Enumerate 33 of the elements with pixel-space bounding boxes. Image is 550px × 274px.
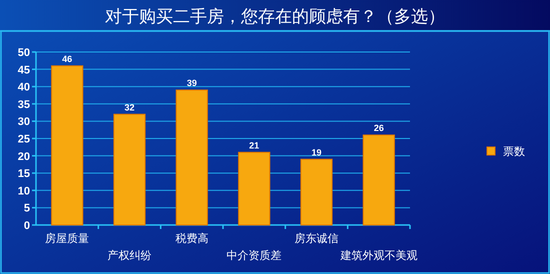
plot: 0 5 10 15 20 25 30 35 40 45 50 房屋质量 产权纠纷 税费高 中介资质差 房东诚信 建筑外观不美观 46 32 39 21 19 26 [18, 47, 418, 262]
y-tick-label: 35 [18, 98, 30, 111]
x-tick-label: 中介资质差 [226, 249, 282, 262]
y-tick-label: 5 [24, 202, 30, 215]
y-tick-label: 10 [18, 185, 30, 198]
data-label: 46 [62, 54, 72, 64]
legend: 票数 [486, 146, 525, 158]
data-label: 32 [124, 102, 135, 112]
y-tick-label: 50 [18, 47, 30, 59]
x-tick-label: 产权纠纷 [108, 249, 152, 262]
data-label: 39 [186, 78, 197, 88]
bar [238, 152, 270, 226]
bar [113, 114, 146, 226]
chart-title: 对于购买二手房，您存在的顾虑有？（多选） [105, 7, 445, 26]
legend-label: 票数 [503, 146, 525, 158]
data-label: 19 [311, 147, 322, 158]
x-tick-label: 房屋质量 [45, 232, 90, 245]
data-label: 21 [249, 140, 260, 150]
y-tick-label: 25 [18, 134, 30, 146]
x-tick-label: 建筑外观不美观 [339, 249, 418, 262]
bar [51, 65, 84, 226]
y-tick-label: 45 [18, 64, 30, 76]
bar [300, 158, 333, 226]
y-tick-label: 15 [18, 168, 30, 180]
y-tick-label: 40 [18, 82, 30, 94]
x-tick-label: 房东诚信 [294, 232, 338, 245]
x-tick-label: 税费高 [175, 232, 208, 245]
y-tick-label: 20 [18, 150, 30, 163]
data-label: 26 [374, 123, 384, 134]
y-tick-label: 0 [24, 220, 30, 232]
bar [362, 134, 395, 226]
y-tick-label: 30 [18, 116, 30, 128]
bar [176, 90, 208, 226]
